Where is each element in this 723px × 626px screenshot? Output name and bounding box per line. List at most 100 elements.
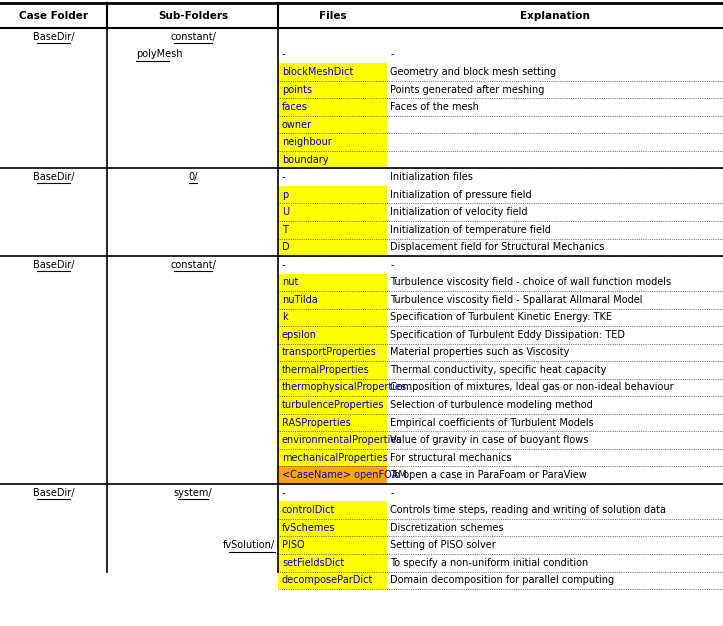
Text: Points generated after meshing: Points generated after meshing [390,85,545,95]
Bar [278,501,387,519]
Text: -: - [282,488,286,498]
Text: Case Folder: Case Folder [19,11,88,21]
Text: Faces of the mesh: Faces of the mesh [390,102,479,112]
Text: faces: faces [282,102,308,112]
Bar [278,396,387,414]
Text: controlDict: controlDict [282,505,335,515]
Bar [278,519,387,536]
Text: -: - [282,49,286,59]
Bar [278,63,387,81]
Text: RASProperties: RASProperties [282,418,351,428]
Bar [278,274,387,291]
Text: setFieldsDict: setFieldsDict [282,558,344,568]
Text: PISO: PISO [282,540,304,550]
Text: Discretization schemes: Discretization schemes [390,523,504,533]
Text: Domain decomposition for parallel computing: Domain decomposition for parallel comput… [390,575,615,585]
Text: Composition of mixtures, Ideal gas or non-ideal behaviour: Composition of mixtures, Ideal gas or no… [390,382,674,393]
Text: neighbour: neighbour [282,137,332,147]
Text: Displacement field for Structural Mechanics: Displacement field for Structural Mechan… [390,242,605,252]
Bar [278,344,387,361]
Text: Empirical coefficients of Turbulent Models: Empirical coefficients of Turbulent Mode… [390,418,594,428]
Text: BaseDir/: BaseDir/ [33,172,74,182]
Text: constant/: constant/ [170,260,216,270]
Text: Files: Files [319,11,346,21]
Text: epsilon: epsilon [282,330,317,340]
Bar [278,414,387,431]
Text: Initialization files: Initialization files [390,172,474,182]
Text: Specification of Turbulent Eddy Dissipation: TED: Specification of Turbulent Eddy Dissipat… [390,330,625,340]
Bar [278,291,387,309]
Bar [278,449,387,466]
Text: Setting of PISO solver: Setting of PISO solver [390,540,496,550]
Bar [278,536,387,554]
Bar [278,133,387,151]
Bar [278,554,387,572]
Text: -: - [390,49,394,59]
Text: -: - [390,260,394,270]
Text: U: U [282,207,289,217]
Text: polyMesh: polyMesh [136,49,182,59]
Text: 0/: 0/ [189,172,197,182]
Bar [278,572,387,589]
Text: Initialization of pressure field: Initialization of pressure field [390,190,532,200]
Text: blockMeshDict: blockMeshDict [282,67,354,77]
Text: BaseDir/: BaseDir/ [33,32,74,42]
Bar [278,309,387,326]
Text: environmentalProperties: environmentalProperties [282,435,403,445]
Bar [278,466,387,484]
Text: Material properties such as Viscosity: Material properties such as Viscosity [390,347,570,357]
Text: nuTilda: nuTilda [282,295,317,305]
Bar [278,361,387,379]
Text: Turbulence viscosity field - Spallarat Allmaral Model: Turbulence viscosity field - Spallarat A… [390,295,643,305]
Text: To open a case in ParaFoam or ParaView: To open a case in ParaFoam or ParaView [390,470,587,480]
Text: Sub-Folders: Sub-Folders [158,11,228,21]
Text: For structural mechanics: For structural mechanics [390,453,512,463]
Bar [278,326,387,344]
Text: transportProperties: transportProperties [282,347,377,357]
Text: thermophysicalProperties: thermophysicalProperties [282,382,407,393]
Text: BaseDir/: BaseDir/ [33,260,74,270]
Text: Value of gravity in case of buoyant flows: Value of gravity in case of buoyant flow… [390,435,589,445]
Text: Geometry and block mesh setting: Geometry and block mesh setting [390,67,557,77]
Text: To specify a non-uniform initial condition: To specify a non-uniform initial conditi… [390,558,589,568]
Text: turbulenceProperties: turbulenceProperties [282,400,385,410]
Text: Turbulence viscosity field - choice of wall function models: Turbulence viscosity field - choice of w… [390,277,672,287]
Bar [278,431,387,449]
Text: Selection of turbulence modeling method: Selection of turbulence modeling method [390,400,593,410]
Text: fvSchemes: fvSchemes [282,523,335,533]
Bar [278,98,387,116]
Bar [278,379,387,396]
Text: decomposeParDict: decomposeParDict [282,575,373,585]
Text: p: p [282,190,288,200]
Bar [278,186,387,203]
Text: thermalProperties: thermalProperties [282,365,369,375]
Text: nut: nut [282,277,299,287]
Text: -: - [282,260,286,270]
Text: BaseDir/: BaseDir/ [33,488,74,498]
Bar [278,239,387,256]
Text: k: k [282,312,288,322]
Text: constant/: constant/ [170,32,216,42]
Text: boundary: boundary [282,155,328,165]
Text: D: D [282,242,290,252]
Text: <CaseName> openFOAM: <CaseName> openFOAM [282,470,407,480]
Text: mechanicalProperties: mechanicalProperties [282,453,388,463]
Bar [278,116,387,133]
Bar [278,151,387,168]
Text: Initialization of velocity field: Initialization of velocity field [390,207,528,217]
Text: points: points [282,85,312,95]
Text: -: - [282,172,286,182]
Text: Controls time steps, reading and writing of solution data: Controls time steps, reading and writing… [390,505,667,515]
Bar [278,81,387,98]
Text: Initialization of temperature field: Initialization of temperature field [390,225,552,235]
Bar [278,203,387,221]
Text: owner: owner [282,120,312,130]
Text: system/: system/ [174,488,213,498]
Text: T: T [282,225,288,235]
Text: Specification of Turbulent Kinetic Energy: TKE: Specification of Turbulent Kinetic Energ… [390,312,612,322]
Bar [278,221,387,239]
Text: -: - [390,488,394,498]
Text: Explanation: Explanation [521,11,590,21]
Text: Thermal conductivity, specific heat capacity: Thermal conductivity, specific heat capa… [390,365,607,375]
Text: fvSolution/: fvSolution/ [223,540,275,550]
